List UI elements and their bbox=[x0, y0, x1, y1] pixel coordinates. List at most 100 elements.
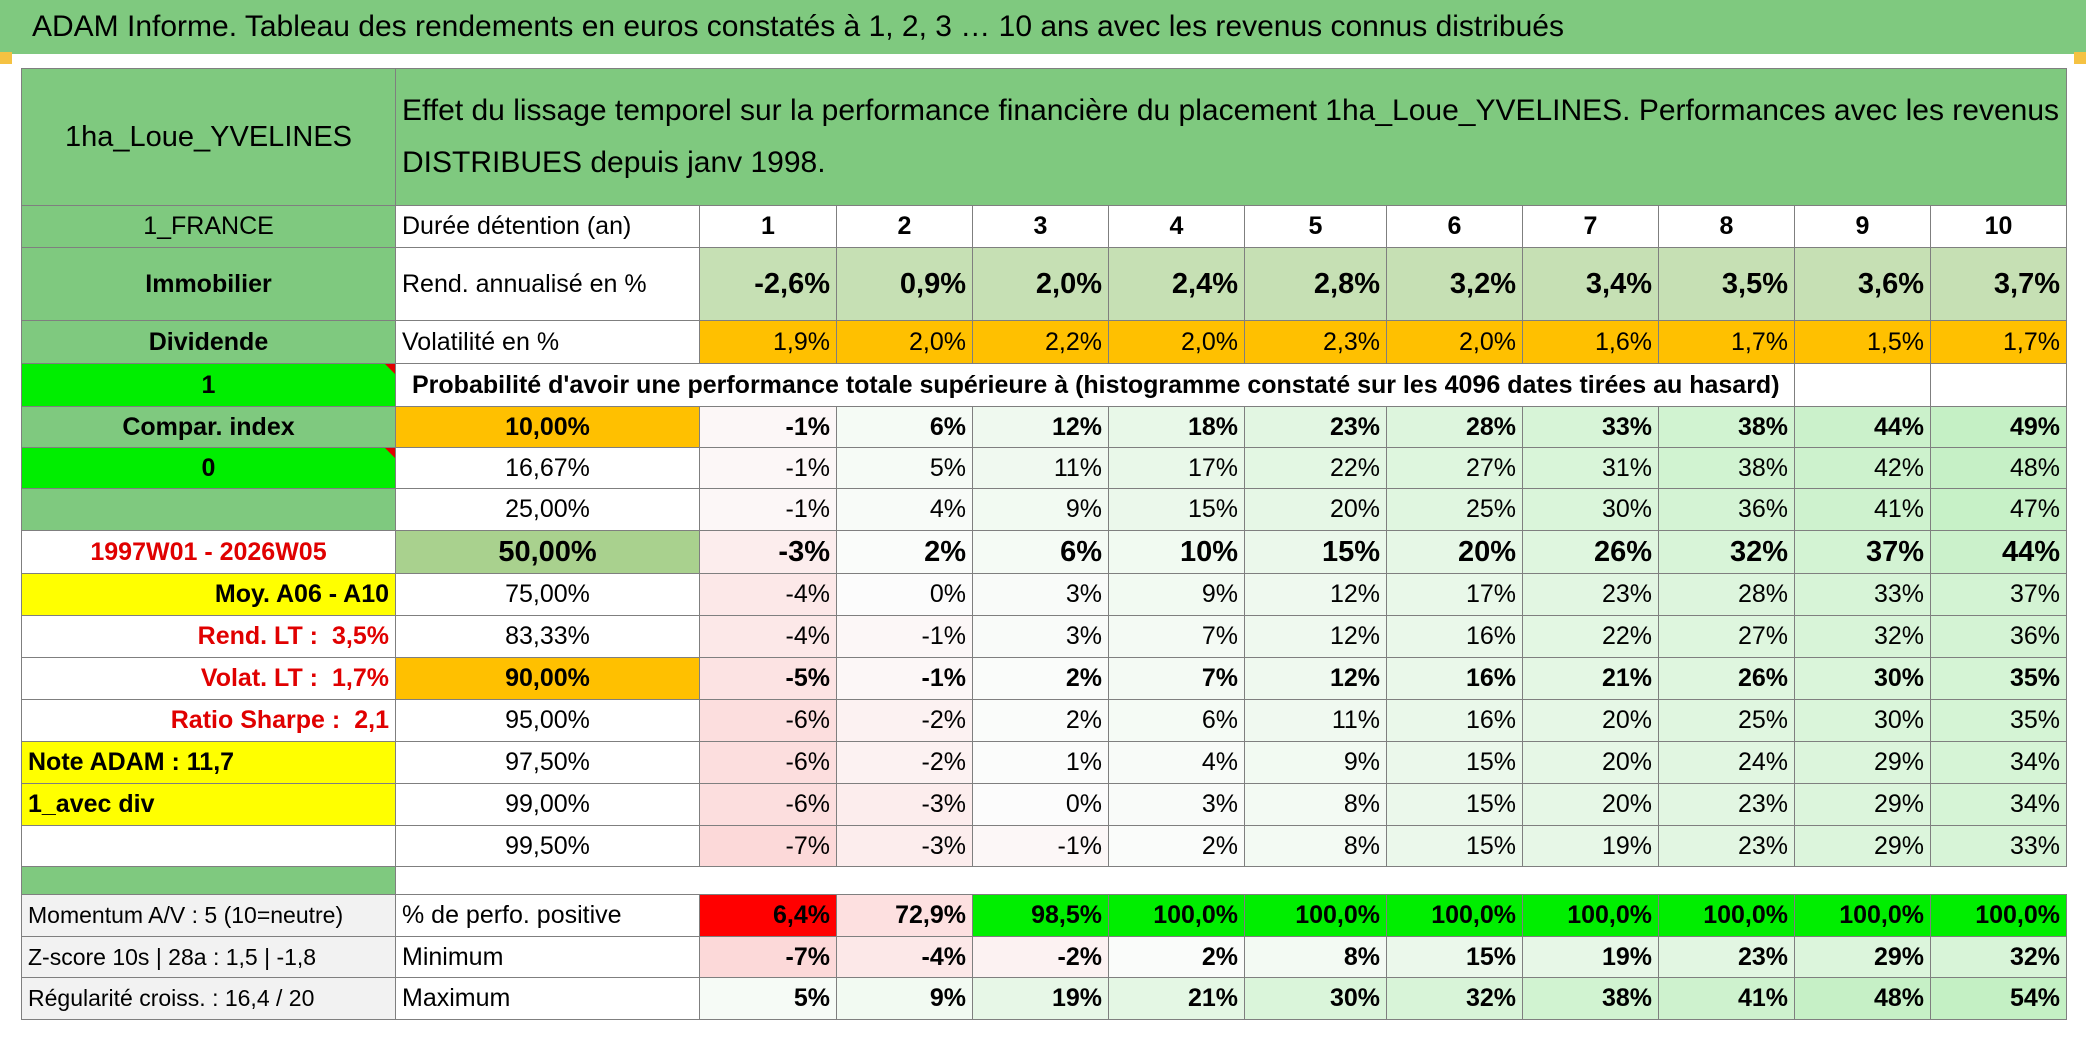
vol-value: 1,7% bbox=[1930, 320, 2067, 364]
prob-value: -1% bbox=[699, 406, 837, 448]
prob-value: -3% bbox=[836, 783, 973, 826]
year-header: 5 bbox=[1244, 205, 1387, 248]
fund-name: 1ha_Loue_YVELINES bbox=[21, 68, 396, 206]
prob-value: 26% bbox=[1522, 530, 1659, 574]
income-type: Dividende bbox=[21, 320, 396, 364]
prob-threshold: 97,50% bbox=[395, 741, 700, 784]
prob-value: 15% bbox=[1386, 825, 1523, 867]
prob-value: 37% bbox=[1794, 530, 1931, 574]
year-header: 8 bbox=[1658, 205, 1795, 248]
compar-index: Compar. index bbox=[21, 406, 396, 448]
prob-value: 41% bbox=[1794, 488, 1931, 531]
prob-threshold: 10,00% bbox=[395, 406, 700, 448]
prob-value: 2% bbox=[972, 699, 1109, 742]
prob-value: -3% bbox=[836, 825, 973, 867]
minimum-value: 23% bbox=[1658, 936, 1795, 978]
rend-value: 2,0% bbox=[972, 247, 1109, 321]
prob-value: 15% bbox=[1108, 488, 1245, 531]
prob-value: 26% bbox=[1658, 657, 1795, 700]
duree-label: Durée détention (an) bbox=[395, 205, 700, 248]
prob-value: 44% bbox=[1794, 406, 1931, 448]
prob-threshold: 90,00% bbox=[395, 657, 700, 700]
prob-value: 1% bbox=[972, 741, 1109, 784]
prob-value: 44% bbox=[1930, 530, 2067, 574]
prob-value: 48% bbox=[1930, 447, 2067, 489]
rend-value: 3,5% bbox=[1658, 247, 1795, 321]
prob-value: 7% bbox=[1108, 615, 1245, 658]
prob-value: 12% bbox=[1244, 615, 1387, 658]
prob-value: 31% bbox=[1522, 447, 1659, 489]
blank-cell bbox=[1930, 363, 2067, 407]
prob-value: 36% bbox=[1930, 615, 2067, 658]
positive-value: 72,9% bbox=[836, 894, 973, 937]
maximum-value: 30% bbox=[1244, 977, 1387, 1020]
rend-lt-label: Rend. LT : bbox=[197, 622, 319, 650]
prob-value: 42% bbox=[1794, 447, 1931, 489]
year-header: 3 bbox=[972, 205, 1109, 248]
prob-value: 15% bbox=[1244, 530, 1387, 574]
selector-2[interactable]: 0 bbox=[21, 447, 396, 489]
prob-value: 10% bbox=[1108, 530, 1245, 574]
prob-value: 16% bbox=[1386, 657, 1523, 700]
prob-value: 34% bbox=[1930, 783, 2067, 826]
maximum-value: 54% bbox=[1930, 977, 2067, 1020]
performance-table: 1ha_Loue_YVELINES Effet du lissage tempo… bbox=[21, 68, 2067, 1020]
prob-value: 25% bbox=[1658, 699, 1795, 742]
prob-value: 20% bbox=[1386, 530, 1523, 574]
positive-value: 98,5% bbox=[972, 894, 1109, 937]
year-header: 7 bbox=[1522, 205, 1659, 248]
prob-value: 22% bbox=[1244, 447, 1387, 489]
prob-value: 17% bbox=[1108, 447, 1245, 489]
positive-value: 100,0% bbox=[1244, 894, 1387, 937]
year-header: 4 bbox=[1108, 205, 1245, 248]
prob-value: 18% bbox=[1108, 406, 1245, 448]
prob-value: 8% bbox=[1244, 825, 1387, 867]
prob-value: 23% bbox=[1522, 573, 1659, 616]
prob-value: 29% bbox=[1794, 741, 1931, 784]
rend-value: 3,2% bbox=[1386, 247, 1523, 321]
prob-value: 17% bbox=[1386, 573, 1523, 616]
prob-value: 25% bbox=[1386, 488, 1523, 531]
maximum-value: 19% bbox=[972, 977, 1109, 1020]
selector-1[interactable]: 1 bbox=[21, 363, 396, 407]
vol-value: 1,5% bbox=[1794, 320, 1931, 364]
rend-value: 3,6% bbox=[1794, 247, 1931, 321]
prob-value: 23% bbox=[1658, 783, 1795, 826]
minimum-value: -4% bbox=[836, 936, 973, 978]
prob-value: 5% bbox=[836, 447, 973, 489]
rend-value: 3,7% bbox=[1930, 247, 2067, 321]
prob-threshold: 99,50% bbox=[395, 825, 700, 867]
maximum-value: 21% bbox=[1108, 977, 1245, 1020]
prob-value: 16% bbox=[1386, 615, 1523, 658]
spacer-left bbox=[21, 866, 396, 895]
rend-lt-value: 3,5% bbox=[332, 622, 389, 650]
prob-value: 3% bbox=[972, 573, 1109, 616]
vol-value: 1,7% bbox=[1658, 320, 1795, 364]
prob-value: 32% bbox=[1658, 530, 1795, 574]
prob-value: 23% bbox=[1244, 406, 1387, 448]
positive-value: 100,0% bbox=[1794, 894, 1931, 937]
prob-value: -6% bbox=[699, 783, 837, 826]
prob-value: 27% bbox=[1386, 447, 1523, 489]
prob-value: 0% bbox=[972, 783, 1109, 826]
prob-value: -6% bbox=[699, 699, 837, 742]
maximum-value: 9% bbox=[836, 977, 973, 1020]
prob-value: 28% bbox=[1658, 573, 1795, 616]
positive-value: 100,0% bbox=[1108, 894, 1245, 937]
volat-lt: Volat. LT : 1,7% bbox=[21, 657, 396, 700]
prob-value: 2% bbox=[836, 530, 973, 574]
prob-value: 4% bbox=[836, 488, 973, 531]
ratio-sharpe: Ratio Sharpe : 2,1 bbox=[21, 699, 396, 742]
prob-value: 2% bbox=[972, 657, 1109, 700]
table-description: Effet du lissage temporel sur la perform… bbox=[395, 68, 2067, 206]
year-header: 1 bbox=[699, 205, 837, 248]
prob-threshold: 75,00% bbox=[395, 573, 700, 616]
positive-label: % de perfo. positive bbox=[395, 894, 700, 937]
vol-value: 2,0% bbox=[1108, 320, 1245, 364]
prob-value: 28% bbox=[1386, 406, 1523, 448]
maximum-value: 41% bbox=[1658, 977, 1795, 1020]
minimum-value: 15% bbox=[1386, 936, 1523, 978]
prob-value: 20% bbox=[1522, 741, 1659, 784]
prob-value: 32% bbox=[1794, 615, 1931, 658]
vol-value: 1,6% bbox=[1522, 320, 1659, 364]
